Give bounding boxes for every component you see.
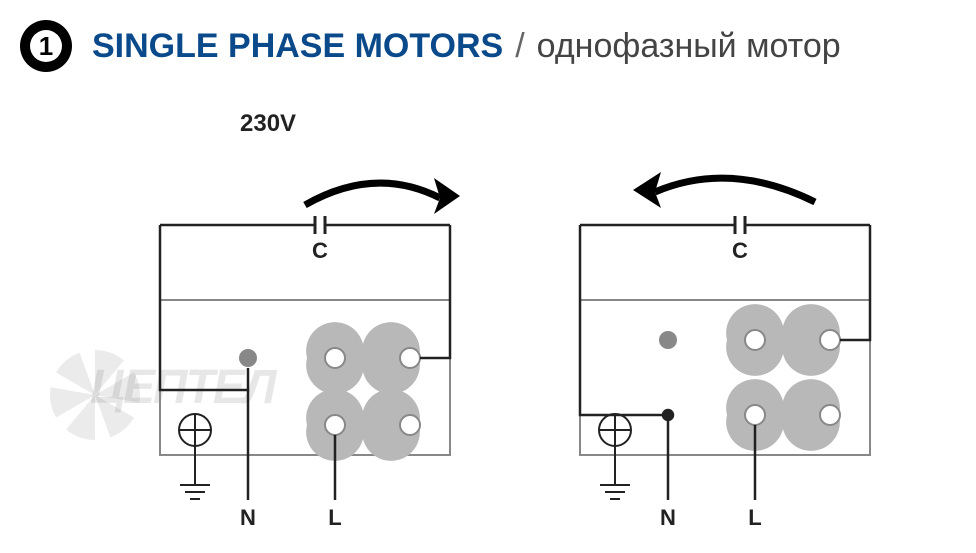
section-badge: 1: [20, 20, 72, 72]
title-en: SINGLE PHASE MOTORS: [92, 27, 503, 66]
terminal-pair-lower: [726, 379, 840, 451]
diagram-area: 230V ЦЕПТЕЛ: [0, 110, 976, 553]
line-label: L: [748, 505, 761, 530]
neutral-label: N: [660, 505, 676, 530]
section-number: 1: [30, 30, 62, 62]
earth-icon: [179, 414, 211, 499]
schematic-left: C N L: [120, 130, 480, 550]
terminal-pair-upper: [726, 304, 840, 376]
rotation-arrow-cw: [305, 178, 460, 214]
schematic-right: C N L: [540, 130, 900, 550]
terminal-pair-upper: [306, 322, 420, 394]
title-ru: однофазный мотор: [537, 27, 841, 66]
terminal-pair-lower: [306, 389, 420, 461]
capacitor-label: C: [732, 238, 748, 263]
capacitor-label: C: [312, 238, 328, 263]
title-wrap: SINGLE PHASE MOTORS / однофазный мотор: [92, 27, 841, 66]
line-label: L: [328, 505, 341, 530]
header-bar: 1 SINGLE PHASE MOTORS / однофазный мотор: [20, 20, 956, 72]
title-separator: /: [515, 27, 524, 66]
earth-icon: [599, 414, 631, 499]
terminal-dot: [659, 331, 677, 349]
terminal-dot: [239, 349, 257, 367]
rotation-arrow-ccw: [633, 172, 815, 208]
neutral-label: N: [240, 505, 256, 530]
